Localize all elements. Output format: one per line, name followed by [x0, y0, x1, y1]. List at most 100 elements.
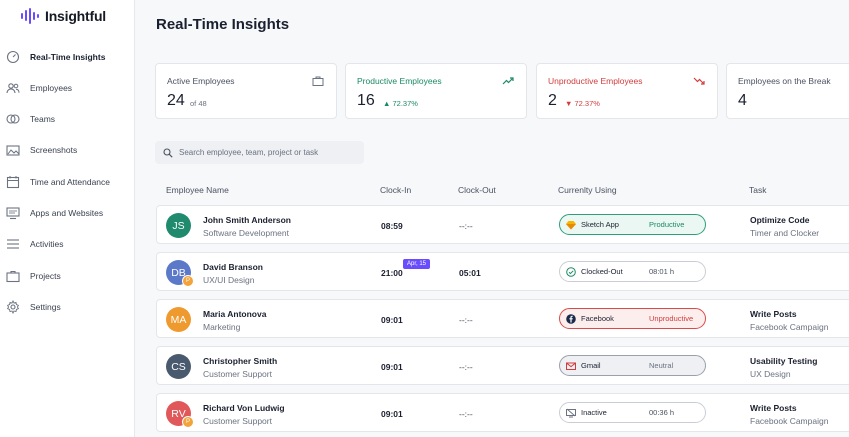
avatar: JS [166, 213, 191, 238]
table-row[interactable]: RV P Richard Von Ludwig Customer Support … [156, 393, 849, 432]
sidebar-item-time-and-attendance[interactable]: Time and Attendance [0, 167, 134, 197]
task-name: Usability Testing [750, 356, 818, 366]
task-project: Facebook Campaign [750, 322, 829, 332]
clock-in-time: 09:01 [381, 409, 403, 419]
sidebar-item-activities[interactable]: Activities [0, 229, 134, 259]
gear-icon [6, 300, 20, 314]
avatar: MA [166, 307, 191, 332]
stat-value: 16 [357, 92, 375, 109]
teams-icon [6, 112, 20, 126]
sidebar-item-label: Projects [30, 271, 61, 281]
check-circle-icon [566, 267, 576, 277]
employee-name[interactable]: Richard Von Ludwig [203, 403, 285, 413]
employee-name[interactable]: Maria Antonova [203, 309, 267, 319]
current-app-pill[interactable]: Gmail Neutral [559, 355, 706, 376]
employee-name[interactable]: John Smith Anderson [203, 215, 291, 225]
app-name: Facebook [581, 314, 614, 323]
current-app-pill[interactable]: Clocked-Out 08:01 h [559, 261, 706, 282]
gauge-icon [6, 50, 20, 64]
stat-card-active-employees[interactable]: Active Employees 24 of 48 [155, 63, 337, 119]
employee-team: Marketing [203, 322, 241, 332]
sidebar-item-label: Real-Time Insights [30, 52, 106, 62]
table-row[interactable]: MA Maria Antonova Marketing 09:01 --:-- … [156, 299, 849, 338]
current-app-pill[interactable]: Facebook Unproductive [559, 308, 706, 329]
inactive-duration: 00:36 h [649, 408, 675, 417]
sidebar-item-employees[interactable]: Employees [0, 73, 134, 103]
app-name: Inactive [581, 408, 607, 417]
productivity-status: Productive [649, 220, 685, 229]
stat-sub: of 48 [190, 99, 207, 108]
sidebar-item-label: Screenshots [30, 145, 78, 155]
column-header-clock-in[interactable]: Clock-In [380, 185, 412, 195]
current-app-pill[interactable]: Inactive 00:36 h [559, 402, 706, 423]
clock-in-time: 09:01 [381, 315, 403, 325]
stat-value: 24 [167, 92, 185, 109]
clock-out-time: --:-- [459, 315, 473, 325]
column-header-clock-out[interactable]: Clock-Out [458, 185, 496, 195]
current-app-pill[interactable]: Sketch App Productive [559, 214, 706, 235]
column-header-currently-using[interactable]: Currenlty Using [558, 185, 617, 195]
clock-in-time: 08:59 [381, 221, 403, 231]
stat-card-productive-employees[interactable]: Productive Employees 16 ▲ 72.37% [345, 63, 527, 119]
sidebar: Insightful Real-Time Insights Employees … [0, 0, 135, 437]
employee-team: Customer Support [203, 369, 272, 379]
stat-card-employees-on-break[interactable]: Employees on the Break 4 [726, 63, 849, 119]
stat-card-unproductive-employees[interactable]: Unproductive Employees 2 ▼ 72.37% [536, 63, 718, 119]
avatar: CS [166, 354, 191, 379]
sidebar-item-screenshots[interactable]: Screenshots [0, 135, 134, 165]
sidebar-item-label: Settings [30, 302, 61, 312]
briefcase-icon [312, 76, 324, 86]
briefcase-icon [6, 269, 20, 283]
sidebar-item-apps-and-websites[interactable]: Apps and Websites [0, 198, 134, 228]
task-name: Write Posts [750, 309, 797, 319]
avatar: RV P [166, 401, 194, 428]
app-name: Gmail [581, 361, 601, 370]
list-icon [6, 237, 20, 251]
clock-in-time: 09:01 [381, 362, 403, 372]
logo[interactable]: Insightful [20, 6, 106, 26]
table-row[interactable]: DB P David Branson UX/UI Design 21:00 Apr… [156, 252, 849, 291]
column-header-task[interactable]: Task [749, 185, 767, 195]
clock-in-time: 21:00 [381, 268, 403, 278]
column-header-employee-name[interactable]: Employee Name [166, 185, 229, 195]
search-bar [155, 141, 364, 164]
search-icon [163, 147, 173, 158]
search-input[interactable] [179, 148, 359, 157]
app-name: Insightful [45, 8, 106, 24]
task-name: Optimize Code [750, 215, 810, 225]
sidebar-item-settings[interactable]: Settings [0, 292, 134, 322]
app-name: Clocked-Out [581, 267, 623, 276]
monitor-icon [6, 206, 20, 220]
clock-out-time: --:-- [459, 362, 473, 372]
employee-name[interactable]: David Branson [203, 262, 263, 272]
sidebar-item-real-time-insights[interactable]: Real-Time Insights [0, 42, 134, 72]
table-row[interactable]: CS Christopher Smith Customer Support 09… [156, 346, 849, 385]
sidebar-item-label: Employees [30, 83, 73, 93]
session-duration: 08:01 h [649, 267, 675, 276]
employee-team: Customer Support [203, 416, 272, 426]
employee-name[interactable]: Christopher Smith [203, 356, 278, 366]
users-icon [6, 81, 20, 95]
task-project: Facebook Campaign [750, 416, 829, 426]
table-row[interactable]: JS John Smith Anderson Software Developm… [156, 205, 849, 244]
image-icon [6, 143, 20, 157]
sidebar-item-label: Time and Attendance [30, 177, 111, 187]
trend-up-icon [502, 77, 514, 85]
employee-team: Software Development [203, 228, 289, 238]
stat-change: ▲ 72.37% [383, 99, 418, 108]
sidebar-item-label: Activities [30, 239, 64, 249]
productivity-status: Neutral [649, 361, 674, 370]
task-project: UX Design [750, 369, 791, 379]
stat-value: 2 [548, 92, 557, 109]
page-title: Real-Time Insights [156, 16, 290, 33]
clock-out-time: 05:01 [459, 268, 481, 278]
task-project: Timer and Clocker [750, 228, 820, 238]
clock-out-time: --:-- [459, 409, 473, 419]
sidebar-item-projects[interactable]: Projects [0, 261, 134, 291]
facebook-icon [566, 314, 576, 324]
sidebar-item-teams[interactable]: Teams [0, 104, 134, 134]
inactive-icon [566, 408, 576, 418]
gmail-icon [566, 362, 576, 370]
stat-value: 4 [738, 92, 747, 109]
waveform-logo-icon [20, 6, 40, 26]
